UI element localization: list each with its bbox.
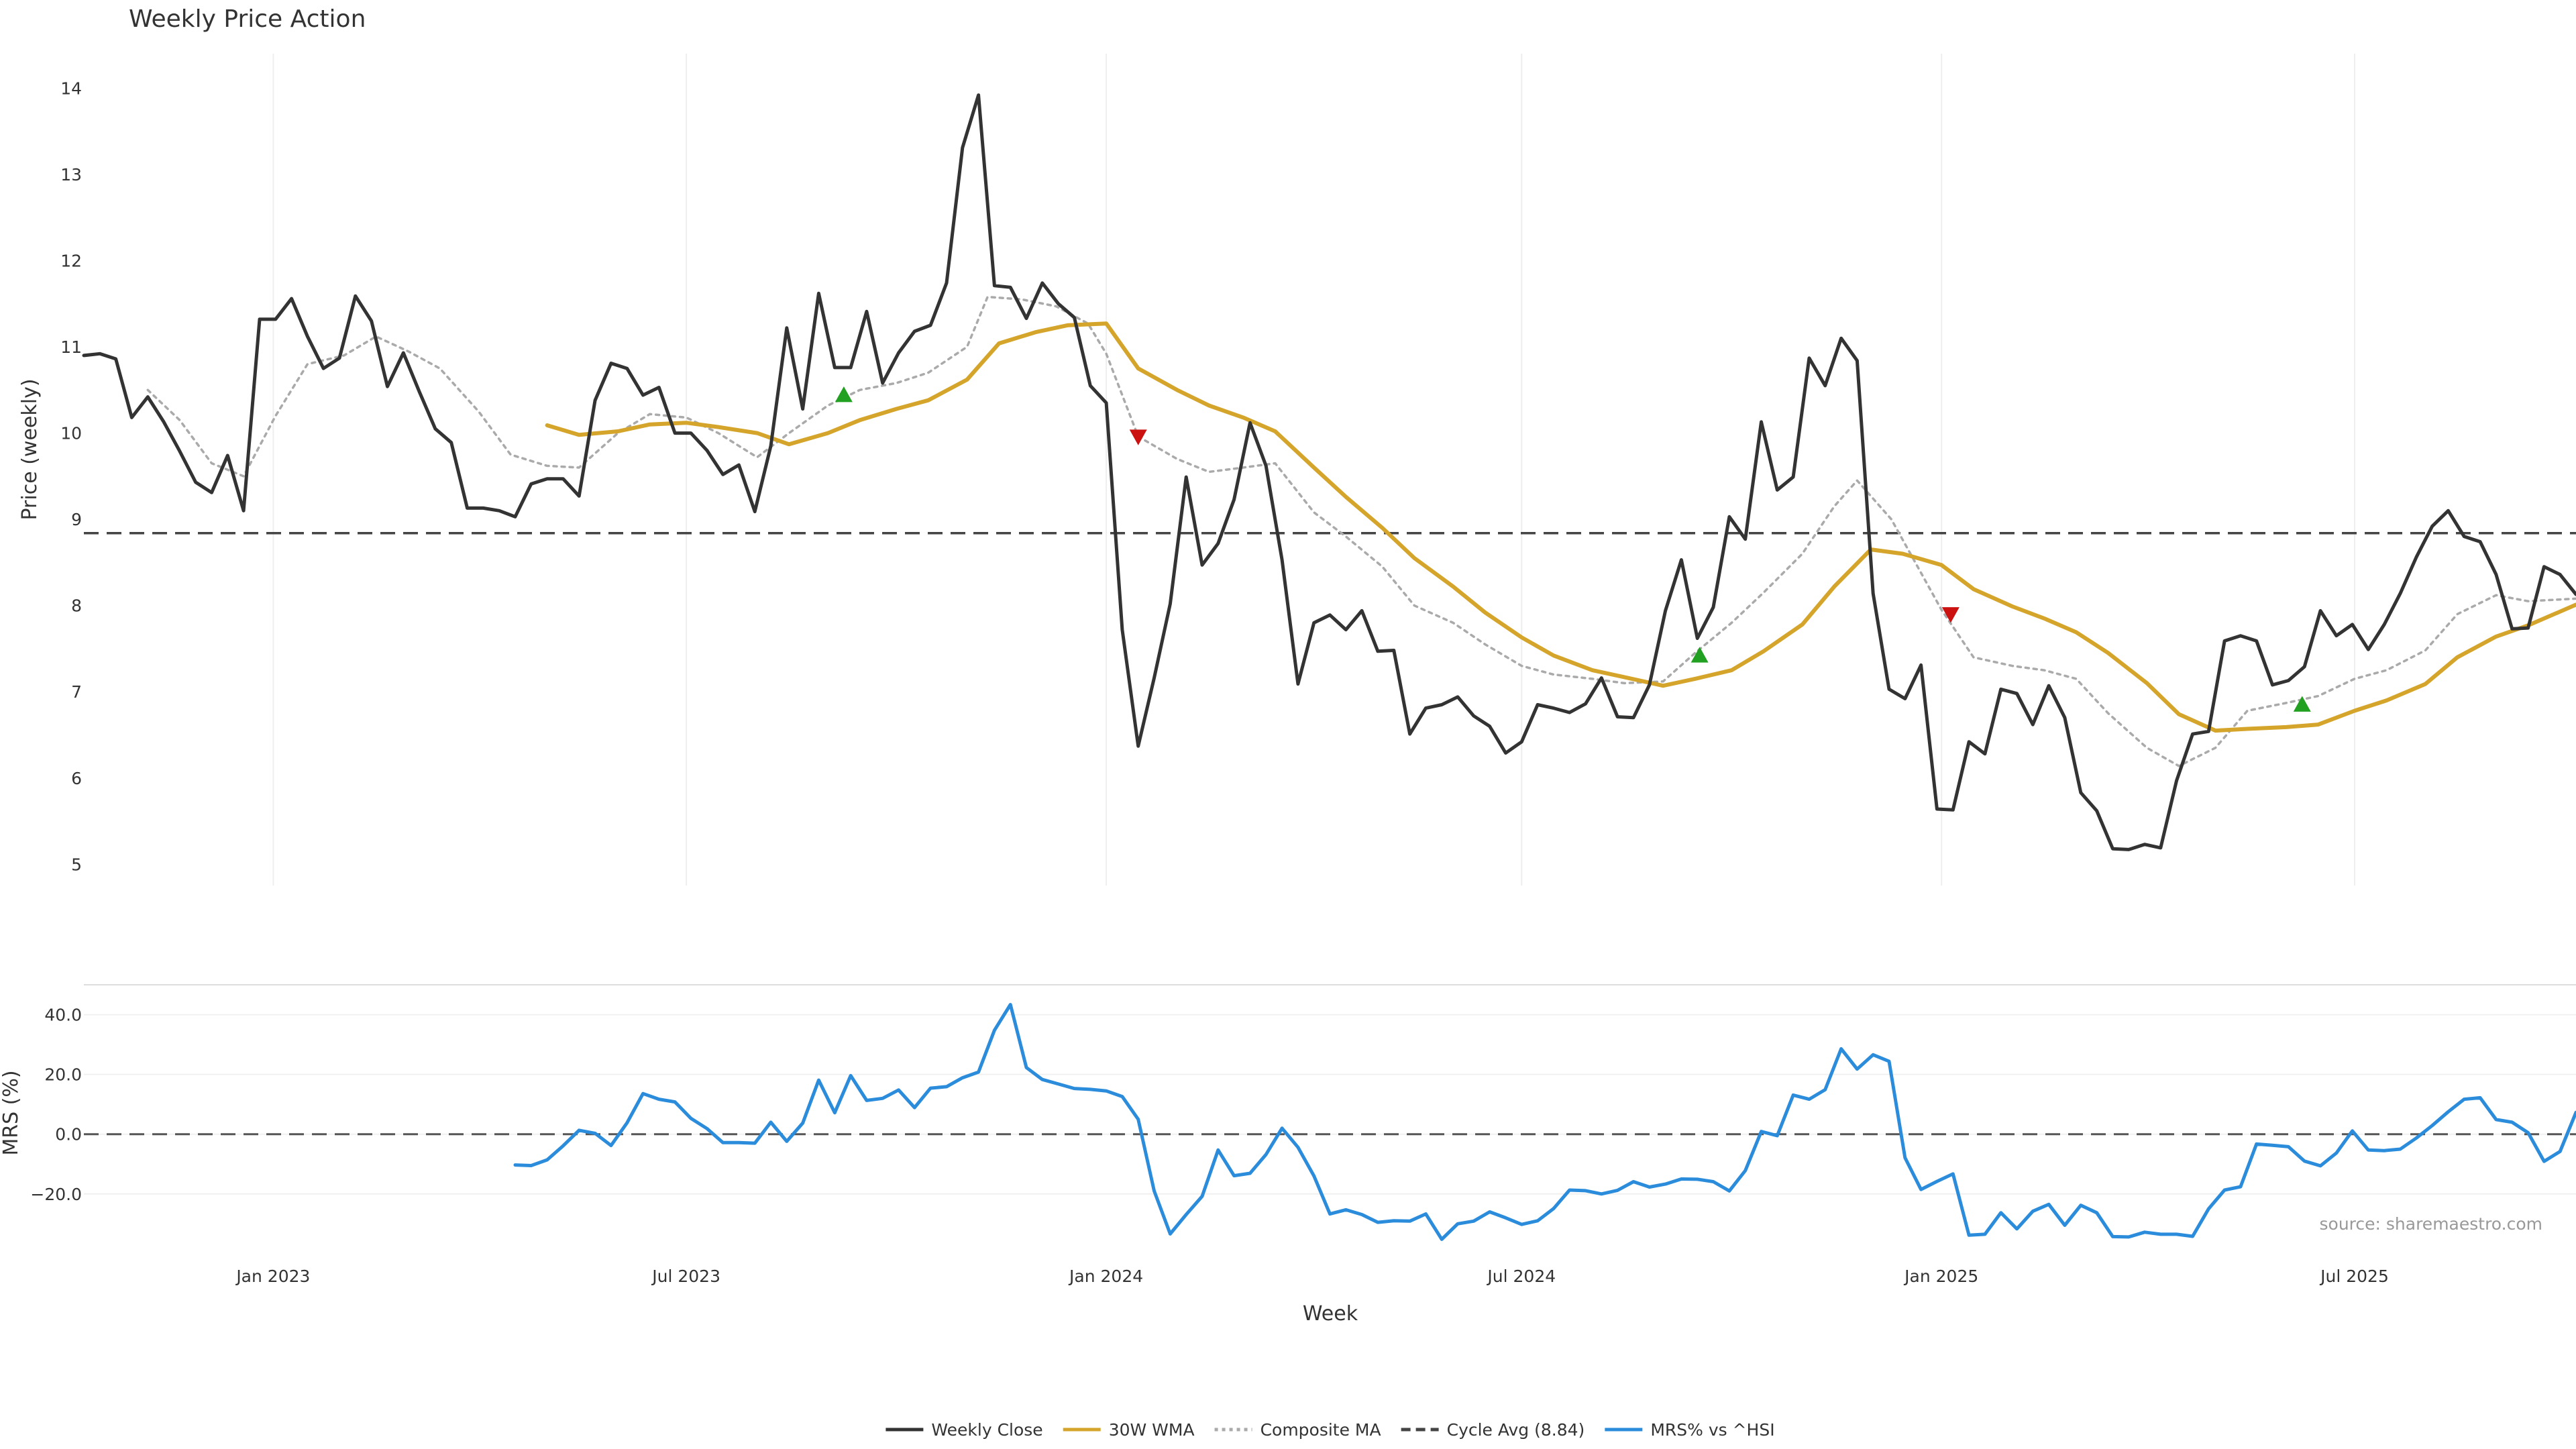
price-y-tick-label: 13 <box>60 165 82 184</box>
buy-signal-marker <box>1690 647 1709 663</box>
mrs-line <box>513 1003 2576 1241</box>
source-text: source: sharemaestro.com <box>2320 1214 2543 1234</box>
price-panel: 5 6 7 8 9 10 11 12 13 14 Price (weekly) <box>18 54 2576 885</box>
composite-ma-line <box>146 295 2576 767</box>
sell-signal-marker <box>1941 607 1960 623</box>
buy-signal-marker <box>835 386 853 402</box>
price-y-tick-label: 7 <box>71 682 82 702</box>
price-y-tick-label: 9 <box>71 510 82 529</box>
price-y-tick-label: 8 <box>71 596 82 616</box>
x-tick-label: Jan 2023 <box>235 1267 310 1286</box>
x-axis: Jan 2023 Jul 2023 Jan 2024 Jul 2024 Jan 2025… <box>235 1267 2389 1286</box>
mrs-y-axis-title: MRS (%) <box>0 1070 23 1155</box>
weekly-close-line <box>82 93 2576 851</box>
x-tick-label: Jul 2025 <box>2319 1267 2389 1286</box>
mrs-y-tick-label: 0.0 <box>55 1125 82 1144</box>
x-tick-label: Jan 2024 <box>1068 1267 1143 1286</box>
mrs-y-tick-label: 40.0 <box>44 1006 82 1025</box>
price-y-tick-label: 6 <box>71 769 82 788</box>
x-tick-label: Jan 2025 <box>1903 1267 1978 1286</box>
sell-signal-marker <box>1129 429 1147 445</box>
price-y-tick-label: 14 <box>60 78 82 98</box>
price-y-tick-label: 12 <box>60 252 82 271</box>
mrs-y-tick-label: 20.0 <box>44 1065 82 1085</box>
price-y-tick-label: 11 <box>60 337 82 357</box>
chart-title: Weekly Price Action <box>129 5 366 33</box>
legend-label: MRS% vs ^HSI <box>1650 1420 1774 1440</box>
x-tick-label: Jul 2023 <box>651 1267 720 1286</box>
legend-label: Composite MA <box>1260 1420 1381 1440</box>
wma30-line <box>545 321 2576 733</box>
price-y-tick-label: 5 <box>71 855 82 874</box>
legend: Weekly Close 30W WMA Composite MA Cycle Avg… <box>885 1420 1775 1440</box>
price-y-tick-label: 10 <box>60 424 82 443</box>
price-y-axis-title: Price (weekly) <box>18 378 42 520</box>
mrs-y-tick-label: −20.0 <box>30 1185 82 1204</box>
mrs-panel: 40.0 20.0 0.0 −20.0 MRS (%) source: sharemaes… <box>0 984 2576 1241</box>
legend-label: Weekly Close <box>931 1420 1042 1440</box>
x-tick-label: Jul 2024 <box>1486 1267 1556 1286</box>
buy-signal-marker <box>2293 696 2311 712</box>
legend-label: 30W WMA <box>1109 1420 1195 1440</box>
x-axis-title: Week <box>1303 1302 1358 1326</box>
legend-label: Cycle Avg (8.84) <box>1447 1420 1585 1440</box>
